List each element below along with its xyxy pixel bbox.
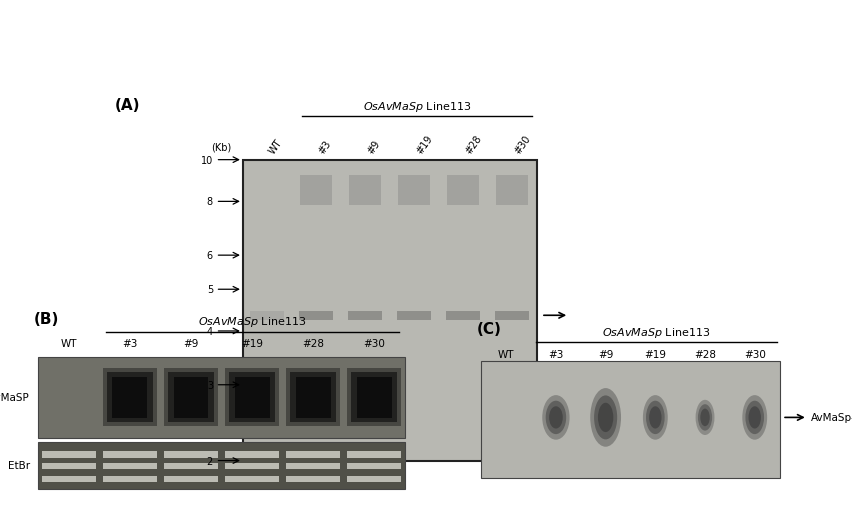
- Bar: [351, 373, 397, 422]
- Ellipse shape: [646, 401, 665, 434]
- Ellipse shape: [695, 400, 715, 435]
- Ellipse shape: [590, 388, 621, 447]
- Text: (A): (A): [115, 97, 141, 112]
- Ellipse shape: [749, 407, 761, 429]
- Text: #28: #28: [694, 349, 716, 359]
- Bar: [107, 373, 153, 422]
- Text: #9: #9: [183, 338, 199, 349]
- Bar: [299, 311, 333, 320]
- Ellipse shape: [542, 395, 570, 440]
- Bar: [399, 176, 430, 206]
- Text: #19: #19: [644, 349, 666, 359]
- Text: #9: #9: [598, 349, 613, 359]
- Bar: [42, 451, 95, 458]
- Text: 6: 6: [207, 250, 213, 261]
- Ellipse shape: [545, 401, 567, 434]
- Bar: [229, 373, 275, 422]
- Bar: [174, 377, 209, 418]
- Bar: [164, 476, 218, 482]
- Text: (Kb): (Kb): [211, 143, 232, 153]
- Text: #3: #3: [548, 349, 564, 359]
- Bar: [42, 476, 95, 482]
- Bar: [234, 377, 269, 418]
- Ellipse shape: [549, 407, 563, 429]
- Bar: [103, 476, 157, 482]
- Bar: [250, 311, 285, 320]
- Bar: [286, 451, 340, 458]
- Bar: [291, 373, 336, 422]
- Text: #19: #19: [241, 338, 263, 349]
- Bar: [301, 176, 332, 206]
- Text: 2: 2: [207, 456, 213, 466]
- Text: $\it{OsAvMaSp}$ Line113: $\it{OsAvMaSp}$ Line113: [198, 315, 306, 329]
- Bar: [349, 176, 381, 206]
- Text: 10: 10: [201, 155, 213, 165]
- Bar: [497, 176, 528, 206]
- Ellipse shape: [698, 405, 712, 431]
- Bar: [348, 311, 383, 320]
- Text: 5: 5: [207, 285, 213, 295]
- Text: WT: WT: [60, 338, 78, 349]
- Bar: [286, 368, 340, 427]
- Bar: [164, 368, 218, 427]
- Bar: [164, 451, 218, 458]
- Text: EtBr: EtBr: [8, 461, 30, 470]
- Text: 4: 4: [207, 326, 213, 336]
- Ellipse shape: [643, 395, 668, 440]
- Text: (C): (C): [477, 321, 502, 336]
- Text: AvMaSp-R: AvMaSp-R: [811, 413, 852, 422]
- Bar: [447, 176, 479, 206]
- Ellipse shape: [746, 401, 764, 434]
- Text: 8: 8: [207, 197, 213, 207]
- Text: #28: #28: [302, 338, 324, 349]
- Bar: [348, 463, 401, 469]
- Text: (B): (B): [34, 311, 60, 326]
- Text: #3: #3: [316, 139, 332, 156]
- Text: 3: 3: [207, 380, 213, 390]
- Text: #19: #19: [414, 134, 435, 156]
- Ellipse shape: [700, 409, 710, 427]
- Bar: [348, 476, 401, 482]
- Bar: [112, 377, 147, 418]
- Bar: [357, 377, 392, 418]
- Text: #9: #9: [366, 139, 382, 156]
- Text: #30: #30: [363, 338, 385, 349]
- Bar: [168, 373, 214, 422]
- Bar: [38, 357, 405, 438]
- Bar: [296, 377, 331, 418]
- Bar: [225, 451, 279, 458]
- Text: AvMaSP: AvMaSP: [0, 392, 30, 403]
- Bar: [225, 368, 279, 427]
- Bar: [225, 463, 279, 469]
- Bar: [348, 368, 401, 427]
- Ellipse shape: [594, 395, 617, 440]
- Text: WT: WT: [498, 349, 515, 359]
- Bar: [286, 476, 340, 482]
- Bar: [495, 311, 529, 320]
- Text: #3: #3: [122, 338, 138, 349]
- Bar: [164, 463, 218, 469]
- Bar: [397, 311, 431, 320]
- Ellipse shape: [598, 403, 613, 432]
- Bar: [446, 311, 481, 320]
- Text: #30: #30: [512, 134, 532, 156]
- Ellipse shape: [649, 407, 661, 429]
- Text: #30: #30: [744, 349, 766, 359]
- Bar: [103, 463, 157, 469]
- Bar: [103, 368, 157, 427]
- Text: #28: #28: [463, 134, 483, 156]
- Bar: [286, 463, 340, 469]
- Bar: [348, 451, 401, 458]
- Bar: [481, 361, 780, 478]
- Bar: [38, 442, 405, 489]
- Bar: [42, 463, 95, 469]
- Text: $\it{OsAvMaSp}$ Line113: $\it{OsAvMaSp}$ Line113: [363, 100, 471, 114]
- Bar: [243, 160, 537, 461]
- Text: WT: WT: [268, 138, 285, 156]
- Bar: [225, 476, 279, 482]
- Bar: [103, 451, 157, 458]
- Ellipse shape: [742, 395, 767, 440]
- Text: $\it{OsAvMaSp}$ Line113: $\it{OsAvMaSp}$ Line113: [602, 325, 711, 339]
